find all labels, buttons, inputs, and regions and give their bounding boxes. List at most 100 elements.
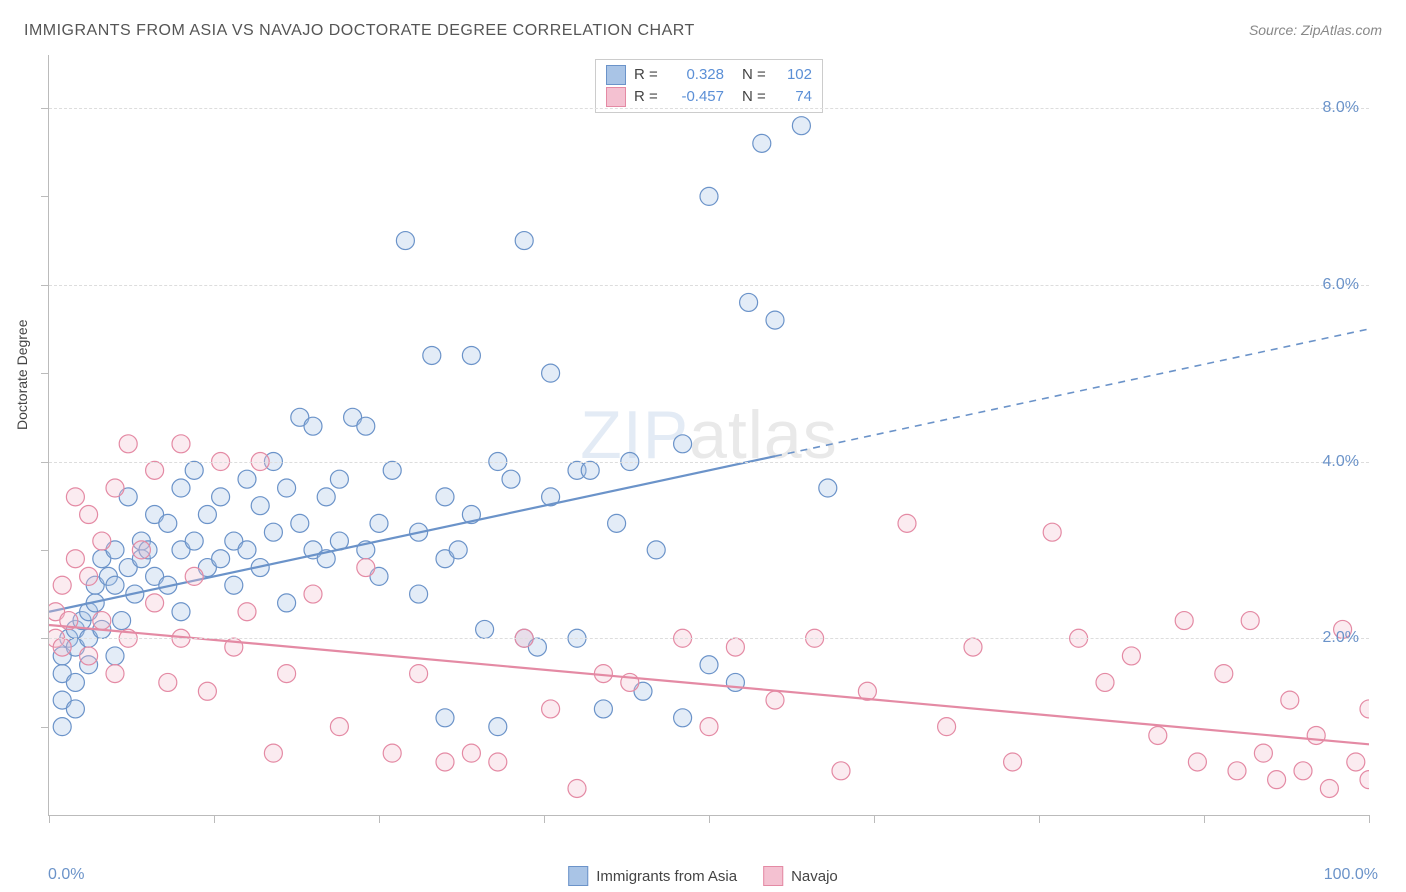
data-point	[198, 682, 216, 700]
data-point	[726, 673, 744, 691]
x-tick	[214, 815, 215, 823]
data-point	[225, 576, 243, 594]
data-point	[436, 709, 454, 727]
data-point	[304, 417, 322, 435]
data-point	[1281, 691, 1299, 709]
data-point	[674, 709, 692, 727]
data-point	[278, 665, 296, 683]
data-point	[832, 762, 850, 780]
series-legend: Immigrants from AsiaNavajo	[568, 866, 838, 886]
correlation-legend: R =0.328N =102R =-0.457N =74	[595, 59, 823, 113]
data-point	[159, 673, 177, 691]
data-point	[1228, 762, 1246, 780]
data-point	[132, 541, 150, 559]
data-point	[792, 117, 810, 135]
data-point	[1175, 612, 1193, 630]
data-point	[766, 311, 784, 329]
data-point	[1254, 744, 1272, 762]
data-point	[700, 718, 718, 736]
data-point	[1043, 523, 1061, 541]
x-tick	[1204, 815, 1205, 823]
legend-swatch	[606, 87, 626, 107]
data-point	[106, 665, 124, 683]
data-point	[753, 134, 771, 152]
data-point	[198, 506, 216, 524]
data-point	[1096, 673, 1114, 691]
data-point	[113, 612, 131, 630]
data-point	[146, 461, 164, 479]
x-tick	[709, 815, 710, 823]
data-point	[172, 603, 190, 621]
data-point	[278, 479, 296, 497]
gridline	[49, 285, 1369, 286]
data-point	[212, 550, 230, 568]
data-point	[53, 576, 71, 594]
data-point	[568, 779, 586, 797]
data-point	[66, 673, 84, 691]
data-point	[436, 753, 454, 771]
data-point	[700, 187, 718, 205]
data-point	[383, 744, 401, 762]
y-tick-label: 6.0%	[1323, 276, 1359, 294]
data-point	[1307, 726, 1325, 744]
legend-correlation-row: R =-0.457N =74	[606, 86, 812, 108]
data-point	[489, 753, 507, 771]
data-point	[740, 293, 758, 311]
data-point	[291, 514, 309, 532]
data-point	[1320, 779, 1338, 797]
data-point	[159, 514, 177, 532]
legend-n-value: 74	[778, 86, 812, 108]
data-point	[1268, 771, 1286, 789]
gridline	[49, 638, 1369, 639]
data-point	[462, 346, 480, 364]
data-point	[647, 541, 665, 559]
data-point	[238, 603, 256, 621]
data-point	[106, 576, 124, 594]
data-point	[1004, 753, 1022, 771]
data-point	[594, 700, 612, 718]
x-tick	[1369, 815, 1370, 823]
data-point	[938, 718, 956, 736]
data-point	[317, 488, 335, 506]
data-point	[898, 514, 916, 532]
data-point	[674, 435, 692, 453]
data-point	[80, 506, 98, 524]
data-point	[581, 461, 599, 479]
chart-title: IMMIGRANTS FROM ASIA VS NAVAJO DOCTORATE…	[24, 22, 695, 40]
data-point	[1294, 762, 1312, 780]
data-point	[146, 594, 164, 612]
data-point	[410, 585, 428, 603]
data-point	[476, 620, 494, 638]
y-tick	[41, 727, 49, 728]
y-tick-label: 8.0%	[1323, 99, 1359, 117]
data-point	[357, 417, 375, 435]
data-point	[964, 638, 982, 656]
data-point	[66, 700, 84, 718]
data-point	[1188, 753, 1206, 771]
data-point	[53, 718, 71, 736]
data-point	[700, 656, 718, 674]
data-point	[489, 718, 507, 736]
data-point	[66, 488, 84, 506]
y-tick	[41, 285, 49, 286]
data-point	[66, 550, 84, 568]
data-point	[238, 470, 256, 488]
legend-r-value: 0.328	[670, 64, 724, 86]
data-point	[304, 585, 322, 603]
y-tick-label: 2.0%	[1323, 629, 1359, 647]
y-tick	[41, 462, 49, 463]
x-tick	[874, 815, 875, 823]
data-point	[212, 488, 230, 506]
data-point	[1241, 612, 1259, 630]
data-point	[542, 364, 560, 382]
legend-series-item: Navajo	[763, 866, 838, 886]
legend-swatch	[763, 866, 783, 886]
data-point	[53, 638, 71, 656]
data-point	[436, 488, 454, 506]
x-min-label: 0.0%	[48, 866, 84, 884]
data-point	[251, 497, 269, 515]
data-point	[819, 479, 837, 497]
data-point	[238, 541, 256, 559]
x-max-label: 100.0%	[1324, 866, 1378, 884]
data-point	[1122, 647, 1140, 665]
